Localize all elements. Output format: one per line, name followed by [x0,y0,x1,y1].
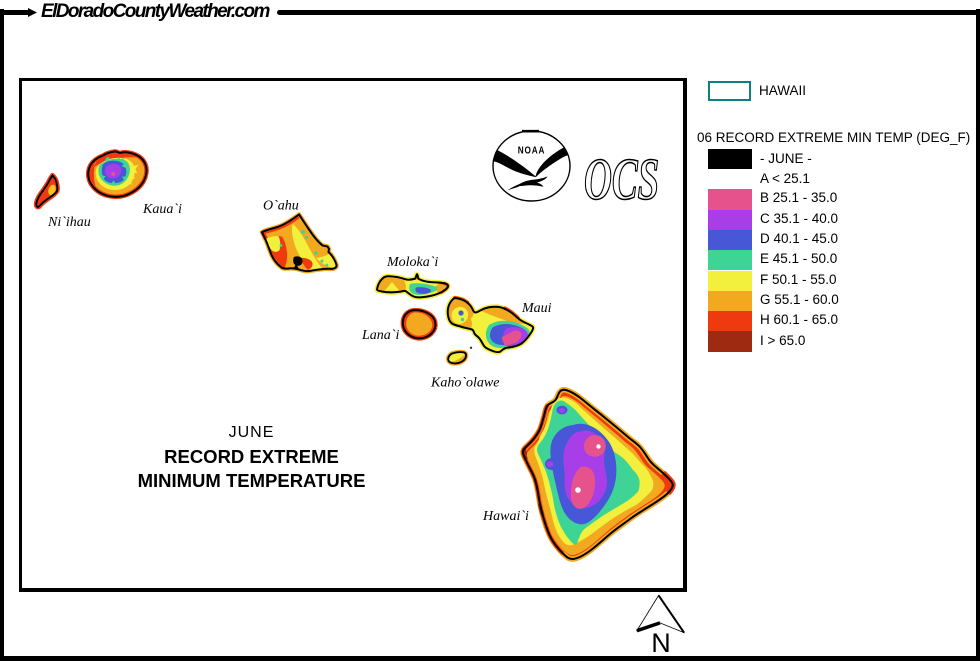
svg-text:Moloka`i: Moloka`i [386,255,438,270]
svg-text:O`ahu: O`ahu [263,199,299,214]
svg-text:Maui: Maui [521,301,552,316]
svg-text:Hawai`i: Hawai`i [482,509,529,524]
svg-text:NOAA: NOAA [518,145,545,156]
svg-text:Kaua`i: Kaua`i [142,202,182,217]
svg-text:OCS: OCS [584,147,659,212]
svg-text:Kaho`olawe: Kaho`olawe [430,376,499,391]
svg-text:Lana`i: Lana`i [361,328,399,343]
svg-text:N: N [651,628,671,658]
svg-text:Ni`ihau: Ni`ihau [47,215,91,230]
